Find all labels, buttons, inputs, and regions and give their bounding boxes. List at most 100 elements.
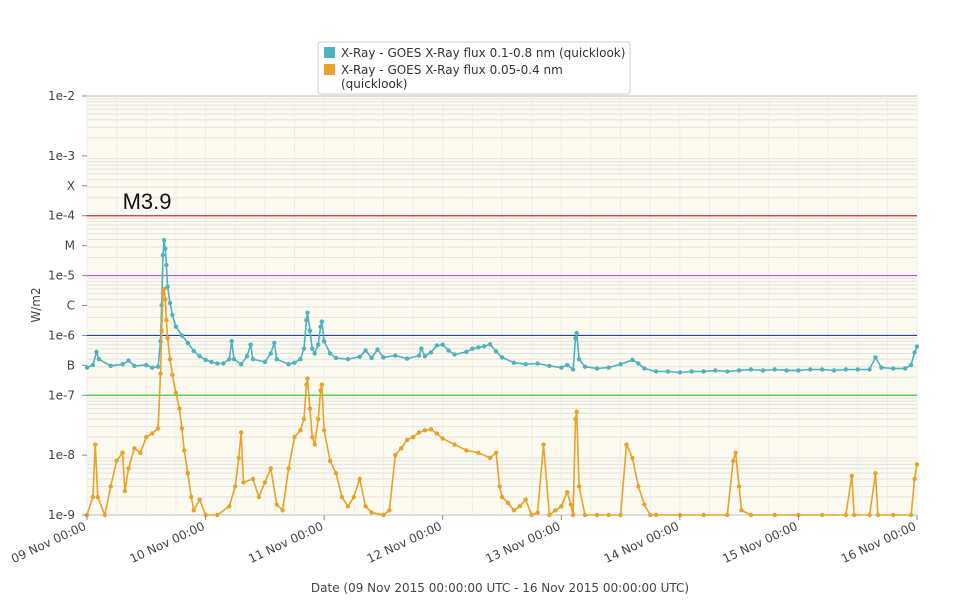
series-point-1 [150, 365, 155, 370]
series-point-2 [185, 471, 190, 476]
series-point-2 [576, 484, 582, 489]
series-point-1 [155, 364, 161, 369]
series-point-1 [902, 366, 908, 371]
x-tick-label: 12 Nov 00:00 [365, 519, 444, 566]
series-point-2 [404, 437, 410, 443]
series-point-1 [434, 343, 439, 348]
series-point-2 [312, 442, 317, 447]
y-tick-label: 1e-5 [48, 269, 75, 283]
series-point-1 [170, 312, 175, 318]
series-point-2 [250, 476, 256, 482]
series-point-2 [624, 442, 629, 447]
series-point-1 [570, 367, 576, 372]
series-point-2 [122, 489, 128, 494]
series-point-2 [319, 382, 324, 387]
series-point-2 [582, 512, 588, 518]
series-point-1 [855, 367, 860, 372]
series-point-2 [547, 512, 552, 518]
series-point-1 [446, 348, 451, 353]
series-point-2 [873, 471, 878, 476]
data-series [84, 238, 920, 518]
series-point-1 [642, 366, 647, 371]
series-point-1 [357, 354, 362, 359]
series-point-2 [189, 494, 194, 500]
series-point-1 [393, 353, 398, 358]
series-point-1 [345, 357, 351, 362]
series-point-1 [772, 367, 777, 372]
legend-label-series-2-line-1: X-Ray - GOES X-Ray flux 0.05-0.4 nm [341, 63, 563, 77]
series-point-1 [165, 284, 170, 289]
series-point-1 [908, 362, 914, 368]
series-point-1 [760, 368, 766, 373]
series-point-2 [310, 434, 315, 440]
series-point-2 [733, 450, 738, 455]
series-point-1 [912, 350, 917, 355]
series-point-2 [108, 484, 113, 489]
series-point-1 [677, 370, 683, 375]
series-point-1 [873, 355, 878, 360]
series-point-1 [292, 360, 297, 365]
series-point-2 [173, 390, 179, 395]
y-axis-title: W/m2 [29, 287, 43, 322]
series-point-2 [167, 357, 173, 362]
series-point-2 [843, 512, 849, 518]
series-point-2 [772, 512, 777, 518]
series-point-2 [819, 512, 825, 518]
series-point-1 [209, 359, 214, 365]
series-point-1 [606, 365, 611, 370]
series-point-1 [630, 357, 635, 363]
series-point-1 [144, 362, 149, 368]
series-point-2 [499, 494, 505, 500]
x-tick-label: 11 Nov 00:00 [246, 519, 325, 566]
series-point-1 [808, 367, 813, 372]
series-point-2 [298, 428, 303, 433]
series-point-1 [482, 344, 487, 349]
series-point-2 [565, 490, 570, 495]
series-point-2 [197, 497, 202, 502]
series-point-2 [493, 450, 499, 455]
series-point-1 [419, 346, 424, 351]
flare-class-lines [87, 215, 917, 396]
series-point-1 [327, 351, 333, 356]
series-point-1 [375, 347, 380, 352]
series-point-1 [636, 361, 641, 366]
series-point-2 [161, 286, 167, 292]
y-tick-label: C [67, 299, 75, 313]
series-point-1 [535, 361, 540, 366]
series-point-2 [102, 512, 108, 518]
series-point-1 [163, 246, 168, 251]
series-point-1 [84, 365, 90, 370]
series-point-2 [292, 434, 297, 440]
flare-annotation: M3.9 [123, 189, 172, 214]
series-point-1 [310, 346, 315, 351]
series-point-2 [393, 452, 398, 458]
series-point-1 [493, 349, 499, 354]
x-tick-label: 09 Nov 00:00 [9, 519, 88, 566]
y-axis-ticks: 1e-2 1e-3 X 1e-4 M 1e-5 C 1e-6 B 1e-7 1e-8 1e-9 [48, 89, 87, 522]
y-tick-label: 1e-8 [48, 448, 75, 462]
chart-legend[interactable]: X-Ray - GOES X-Ray flux 0.1-0.8 nm (quic… [317, 41, 631, 95]
series-point-2 [440, 436, 445, 441]
series-point-2 [327, 458, 333, 464]
series-point-2 [428, 427, 434, 432]
legend-label-series-2: X-Ray - GOES X-Ray flux 0.05-0.4 nm (quic… [341, 63, 563, 91]
series-point-2 [574, 409, 579, 414]
series-point-1 [416, 353, 422, 358]
series-point-1 [369, 355, 374, 361]
series-point-1 [689, 369, 694, 374]
series-point-1 [179, 333, 185, 338]
series-point-2 [132, 446, 137, 451]
series-point-2 [731, 458, 736, 464]
series-point-1 [272, 340, 277, 346]
x-tick-label: 15 Nov 00:00 [720, 519, 799, 566]
series-point-2 [748, 512, 754, 518]
y-tick-label: B [67, 358, 75, 372]
legend-label-series-2-line-2: (quicklook) [341, 77, 407, 91]
series-point-1 [576, 357, 582, 362]
y-tick-label: 1e-9 [48, 508, 75, 522]
series-point-1 [618, 362, 623, 367]
series-point-1 [582, 364, 588, 369]
series-point-2 [126, 466, 131, 471]
series-point-2 [908, 512, 914, 518]
series-point-1 [321, 339, 327, 344]
